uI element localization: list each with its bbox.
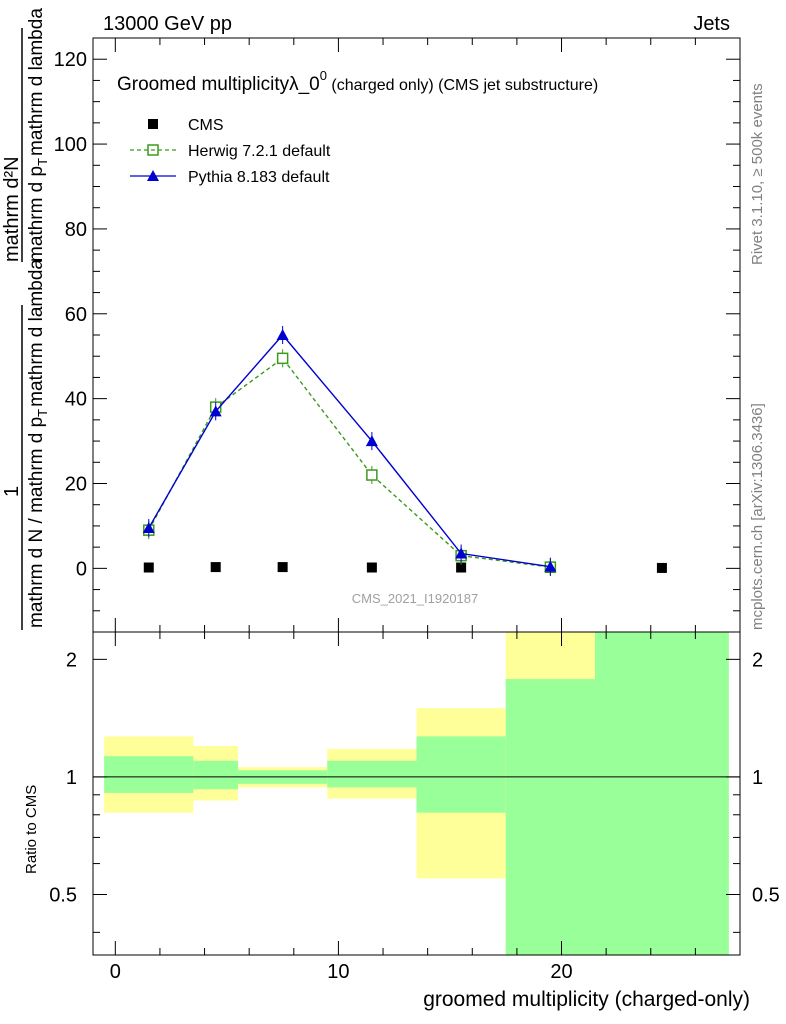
data-point-pythia xyxy=(276,329,289,340)
main-y-axis-label: 1 mathrm d N / mathrm d pTmathrm d lambd… xyxy=(1,8,50,630)
plot-title-suffix: (charged only) (CMS jet substructure) xyxy=(327,77,598,94)
main-x-ticks xyxy=(114,38,696,632)
process-label: Jets xyxy=(693,13,730,35)
series-layer xyxy=(142,326,667,577)
data-point-pythia xyxy=(365,435,378,447)
ratio-y-tick-label: 0.5 xyxy=(49,885,77,907)
uncertainty-band-green xyxy=(505,679,595,955)
main-y-tick-label: 20 xyxy=(65,474,87,496)
ratio-y-axis-label: Ratio to CMS xyxy=(23,785,40,874)
uncertainty-band-green xyxy=(594,632,729,955)
data-point-cms xyxy=(366,562,377,573)
legend-label-pythia: Pythia 8.183 default xyxy=(188,169,330,186)
y-label-den-2-a: mathrm d p xyxy=(26,166,47,262)
x-tick-label: 0 xyxy=(110,961,121,983)
data-point-cms xyxy=(456,562,467,573)
legend-label-cms: CMS xyxy=(188,117,224,134)
uncertainty-band-green xyxy=(104,756,194,793)
data-point-cms xyxy=(210,562,221,573)
ratio-y-tick-label-right: 2 xyxy=(752,649,763,671)
y-label-den-2: mathrm d pTmathrm d lambda xyxy=(26,8,50,262)
main-y-tick-label: 80 xyxy=(65,219,87,241)
main-y-tick-label: 100 xyxy=(54,134,87,156)
data-point-pythia xyxy=(455,547,468,559)
main-y-ticks: 0 20 40 60 80 100 120 xyxy=(54,49,740,612)
plot-title: Groomed multiplicityλ_00 (charged only) … xyxy=(117,68,598,95)
legend-marker-pythia xyxy=(147,170,159,181)
data-point-cms xyxy=(143,562,154,573)
series-line-1 xyxy=(148,357,551,568)
rivet-label: Rivet 3.1.10, ≥ 500k events xyxy=(749,83,766,265)
legend-marker-cms xyxy=(148,119,158,129)
series-line-2 xyxy=(148,333,551,568)
uncertainty-band-green xyxy=(416,736,506,813)
energy-label: 13000 GeV pp xyxy=(103,13,232,35)
main-y-tick-label: 120 xyxy=(54,49,87,71)
plot-title-main: Groomed multiplicityλ_0 xyxy=(117,74,320,95)
mcplots-label: mcplots.cern.ch [arXiv:1306.3436] xyxy=(749,403,766,630)
y-label-bottom-sub: T xyxy=(35,409,50,417)
ratio-y-tick-label: 2 xyxy=(66,649,77,671)
legend-label-herwig: Herwig 7.2.1 default xyxy=(188,143,331,160)
main-y-tick-label: 0 xyxy=(76,558,87,580)
y-label-den-2-b: mathrm d lambda xyxy=(26,8,47,156)
data-point-pythia xyxy=(142,522,155,534)
ratio-plot-frame xyxy=(92,631,741,956)
x-axis-label: groomed multiplicity (charged-only) xyxy=(423,988,750,1011)
x-tick-label: 10 xyxy=(327,961,349,983)
main-y-tick-label: 40 xyxy=(65,389,87,411)
y-label-denominator: mathrm d N / mathrm d pTmathrm d lambda xyxy=(26,259,50,628)
ratio-y-tick-label-right: 0.5 xyxy=(752,885,780,907)
uncertainty-band-green xyxy=(327,760,417,788)
ratio-y-tick-label: 1 xyxy=(66,767,77,789)
y-label-bottom-part: mathrm d N / mathrm d p xyxy=(26,417,47,628)
legend: CMS Herwig 7.2.1 default Pythia 8.183 de… xyxy=(130,117,331,186)
y-label-den-2-sub: T xyxy=(35,158,50,166)
ratio-y-tick-label-right: 1 xyxy=(752,767,763,789)
ratio-y-ticks: 0.5 0.5 1 1 2 2 xyxy=(49,649,780,933)
data-point-herwig xyxy=(366,469,378,481)
uncertainty-band-green xyxy=(193,760,239,790)
legend-marker-herwig xyxy=(147,144,159,156)
y-label-numerator-one: 1 xyxy=(1,486,23,497)
data-point-cms xyxy=(277,562,288,573)
ratio-panel: 0.5 0.5 1 1 2 2 0 10 20 Ratio to CMS groomed mu… xyxy=(23,631,780,1011)
data-point-pythia xyxy=(544,560,557,572)
main-panel: 0 20 40 60 80 100 120 CMS_2021_I1920187 Groome… xyxy=(54,37,741,633)
watermark: CMS_2021_I1920187 xyxy=(352,591,479,606)
band-layer xyxy=(104,632,729,955)
y-label-numerator: mathrm d²N xyxy=(1,156,23,262)
y-label-bottom-end: mathrm d lambda xyxy=(26,259,47,407)
x-tick-label: 20 xyxy=(550,961,572,983)
main-y-tick-label: 60 xyxy=(65,304,87,326)
data-point-pythia xyxy=(209,405,222,417)
plot-title-sup: 0 xyxy=(320,68,327,83)
data-point-cms xyxy=(656,562,667,573)
ratio-x-ticks: 0 10 20 xyxy=(110,632,696,983)
data-point-herwig xyxy=(276,352,289,365)
